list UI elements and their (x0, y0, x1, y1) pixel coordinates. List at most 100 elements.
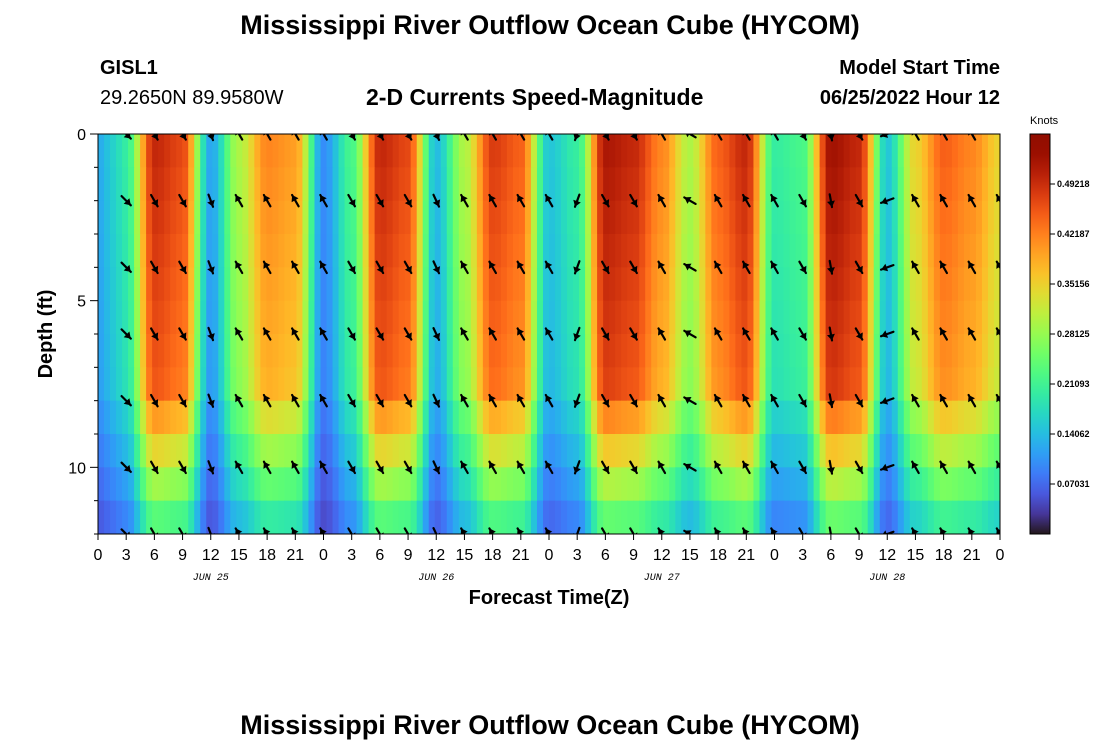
heatmap-cell (807, 334, 815, 368)
current-arrow (683, 396, 697, 405)
heatmap-cell (657, 134, 664, 168)
heatmap-cell (278, 400, 286, 435)
heatmap-cell (518, 167, 526, 202)
heatmap-cell (530, 367, 538, 402)
heatmap-cell (482, 367, 490, 402)
heatmap-cell (585, 367, 592, 402)
heatmap-cell (266, 334, 273, 368)
heatmap-cell (975, 200, 983, 235)
heatmap-cell (218, 500, 225, 534)
heatmap-cell (236, 267, 243, 302)
heatmap-cell (585, 267, 592, 302)
heatmap-cell (891, 200, 899, 235)
heatmap-cell (951, 400, 959, 435)
heatmap-cell (524, 500, 532, 534)
current-arrow (375, 393, 385, 408)
heatmap-cell (368, 400, 376, 435)
current-arrow (488, 527, 496, 534)
heatmap-cell (585, 467, 592, 502)
heatmap-cell (530, 234, 538, 268)
heatmap-cell (693, 267, 700, 302)
heatmap-cell (140, 367, 147, 402)
heatmap-cell (633, 367, 640, 402)
heatmap-cell (717, 300, 724, 335)
heatmap-cell (939, 434, 947, 468)
heatmap-cell (350, 234, 358, 268)
current-arrow (939, 260, 949, 275)
x-tick-label: 0 (770, 547, 779, 564)
heatmap-cell (741, 134, 749, 168)
heatmap-cell (627, 167, 634, 202)
current-arrow (911, 260, 920, 275)
heatmap-cell (945, 200, 953, 235)
heatmap-cell (837, 300, 845, 335)
heatmap-cell (182, 200, 189, 235)
heatmap-cell (939, 167, 947, 202)
heatmap-cell (981, 234, 989, 268)
heatmap-cell (699, 400, 706, 435)
heatmap-cell (609, 300, 616, 335)
heatmap-cell (260, 500, 267, 534)
heatmap-cell (723, 134, 730, 168)
heatmap-cell (116, 234, 123, 268)
heatmap-cell (837, 400, 845, 435)
heatmap-cell (765, 267, 773, 302)
heatmap-cell (675, 467, 682, 502)
heatmap-cell (963, 300, 971, 335)
heatmap-cell (747, 267, 755, 302)
heatmap-cell (314, 300, 322, 335)
heatmap-cell (386, 267, 394, 302)
heatmap-cell (633, 334, 640, 368)
heatmap-cell (993, 167, 1000, 202)
heatmap-cell (903, 300, 911, 335)
heatmap-cell (603, 467, 610, 502)
heatmap-cell (723, 500, 730, 534)
heatmap-cell (458, 200, 466, 235)
heatmap-cell (627, 434, 634, 468)
heatmap-cell (326, 434, 334, 468)
heatmap-cell (500, 400, 508, 435)
current-arrow (573, 460, 581, 475)
heatmap-cell (266, 300, 273, 335)
x-axis: 0 3 6 9 12 15 18 21 0 3 6 9 12 15 18 21 0 3 6 9 12 15 18 21 0 3 6 9… (94, 534, 1005, 584)
heatmap-cell (681, 167, 688, 202)
current-arrow (488, 193, 497, 208)
heatmap-cell (188, 334, 195, 368)
heatmap-cell (675, 200, 682, 235)
heatmap-cell (434, 167, 442, 202)
heatmap-cell (885, 500, 893, 534)
heatmap-cell (843, 200, 851, 235)
heatmap-cell (951, 167, 959, 202)
current-arrow (178, 193, 187, 208)
heatmap-cell (933, 200, 941, 235)
heatmap-cell (260, 134, 267, 168)
heatmap-cell (555, 400, 562, 435)
heatmap-cell (669, 234, 676, 268)
heatmap-cell (368, 200, 376, 235)
heatmap-cell (146, 334, 153, 368)
heatmap-cell (555, 334, 562, 368)
current-arrow (911, 193, 920, 208)
heatmap-cell (921, 200, 929, 235)
heatmap-cell (753, 134, 761, 168)
heatmap-cell (957, 200, 965, 235)
heatmap-cell (873, 300, 881, 335)
heatmap-cell (464, 334, 472, 368)
heatmap-cell (434, 334, 442, 368)
heatmap-cell (536, 134, 544, 168)
heatmap-cell (440, 234, 448, 268)
heatmap-cell (873, 167, 881, 202)
heatmap-cell (801, 500, 809, 534)
heatmap-cell (663, 367, 670, 402)
heatmap-cell (182, 467, 189, 502)
current-arrow (713, 393, 723, 408)
heatmap-cell (843, 367, 851, 402)
heatmap-cell (909, 467, 917, 502)
heatmap-cell (338, 434, 346, 468)
heatmap-cell (549, 367, 556, 402)
heatmap-cell (939, 467, 947, 502)
current-arrow (911, 460, 920, 475)
heatmap-cell (110, 367, 117, 402)
current-arrow (600, 393, 610, 408)
current-arrow (879, 330, 895, 338)
